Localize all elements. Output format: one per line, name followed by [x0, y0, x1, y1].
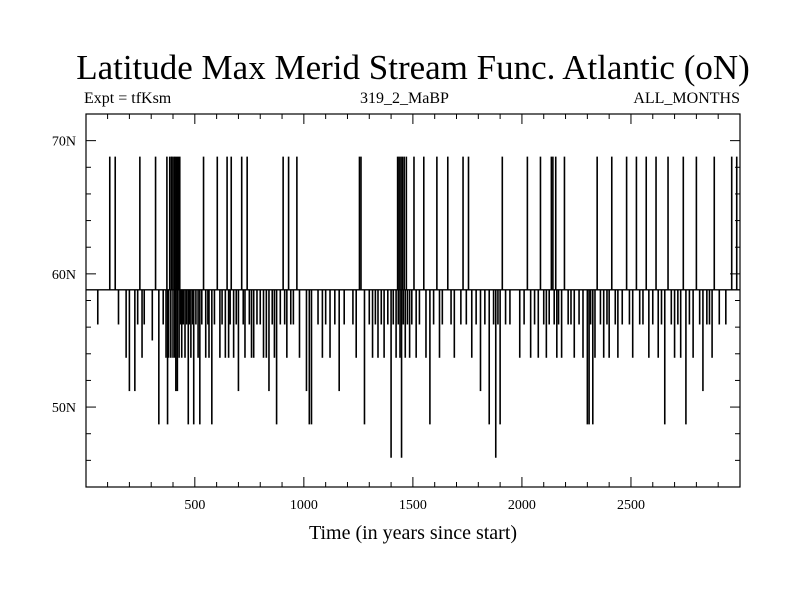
x-tick-label: 1000	[290, 498, 318, 513]
plot-frame	[85, 113, 741, 488]
x-tick-label: 2500	[617, 498, 645, 513]
x-tick-label: 500	[184, 498, 205, 513]
y-tick-label: 70N	[52, 135, 76, 150]
chart-title: Latitude Max Merid Stream Func. Atlantic…	[76, 48, 750, 87]
x-tick-labels: 500 1000 1500 2000 2500	[184, 498, 645, 513]
experiment-label: Expt = tfKsm	[84, 90, 172, 107]
x-tick-label: 1500	[399, 498, 427, 513]
x-tick-label: 2000	[508, 498, 536, 513]
y-tick-label: 60N	[52, 268, 76, 283]
y-tick-labels: 50N 60N 70N	[52, 135, 76, 416]
bar-marks	[96, 156, 738, 458]
x-axis-title: Time (in years since start)	[309, 522, 517, 544]
y-tick-label: 50N	[52, 401, 76, 416]
axis-ticks	[86, 113, 740, 487]
months-label: ALL_MONTHS	[633, 90, 740, 107]
run-label: 319_2_MaBP	[360, 90, 449, 107]
